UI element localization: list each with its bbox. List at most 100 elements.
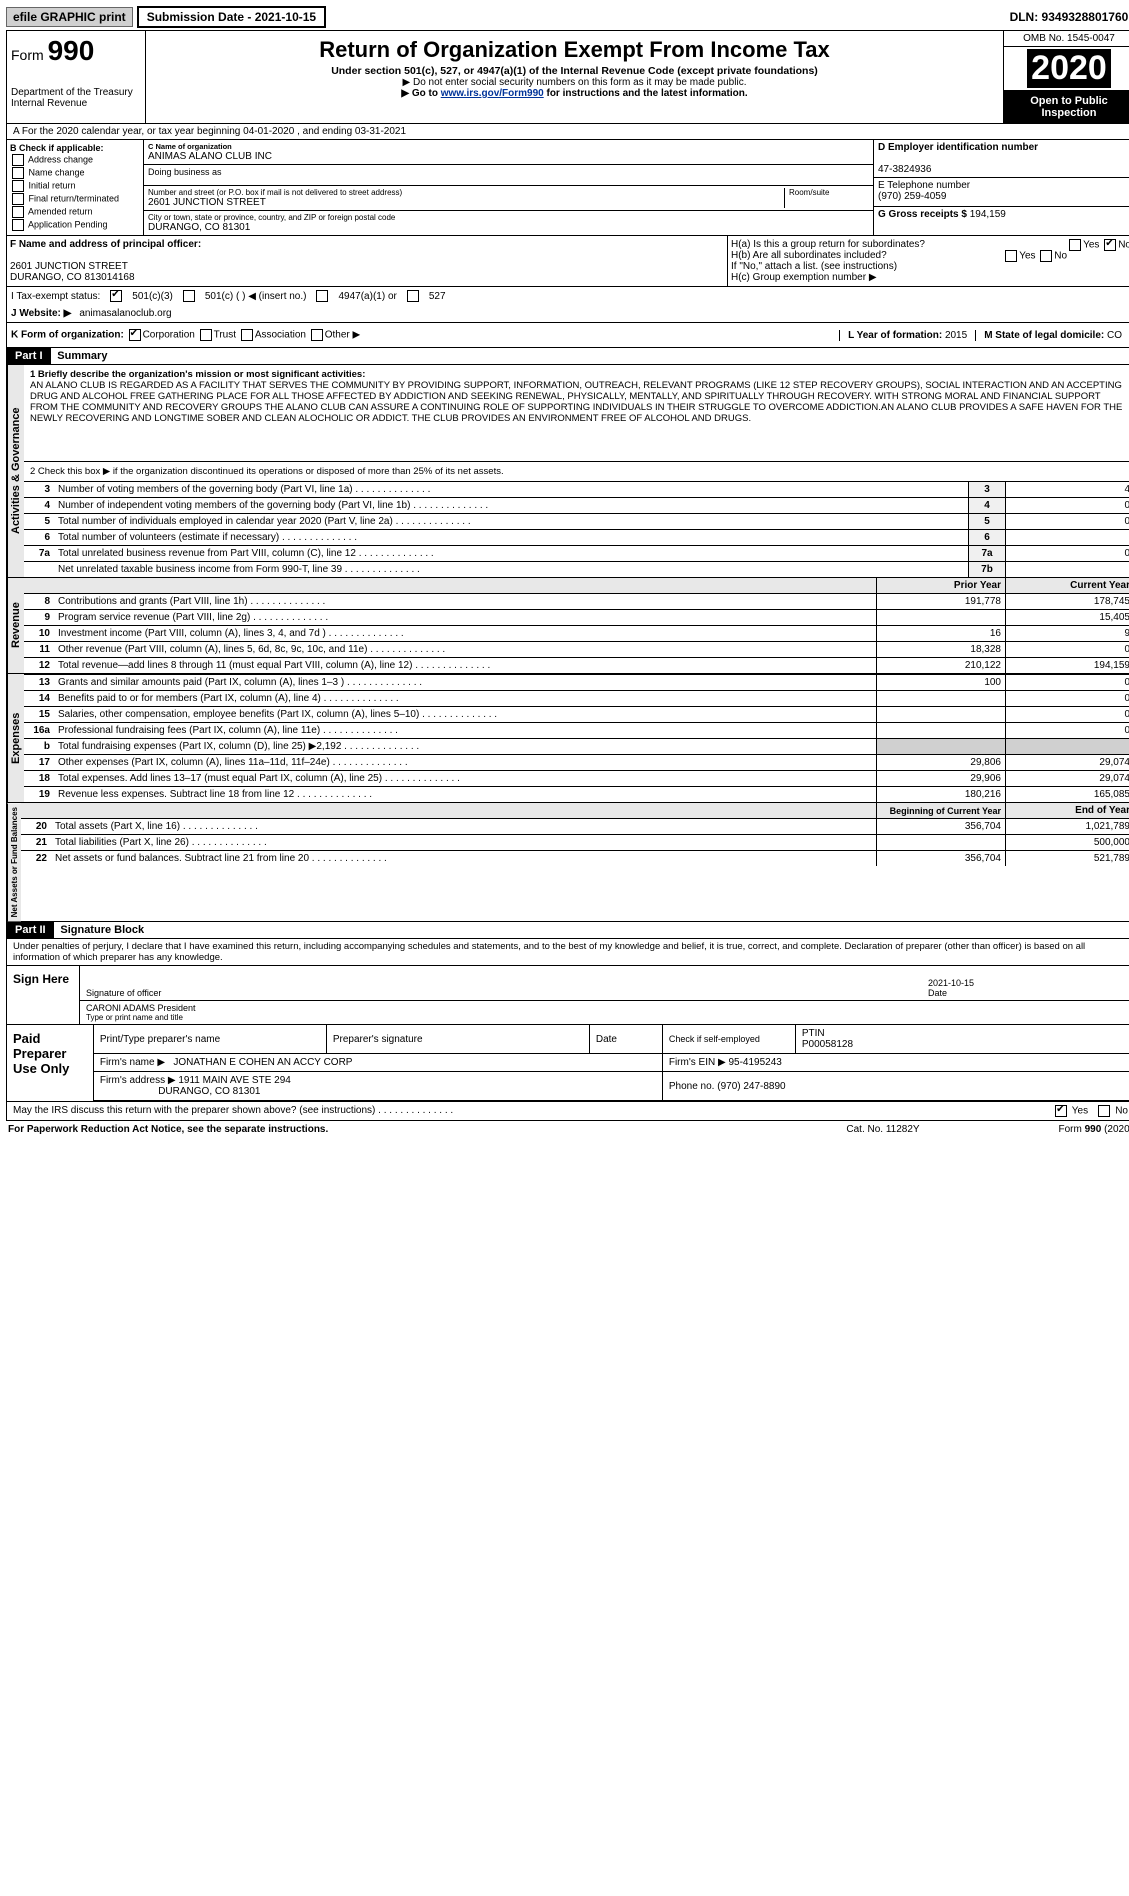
line-text: Number of independent voting members of … [54, 498, 969, 514]
discuss-yes: Yes [1072, 1106, 1088, 1117]
firm-name-label: Firm's name ▶ [100, 1057, 165, 1068]
j-label: J Website: ▶ [11, 308, 71, 319]
line-text: Total number of volunteers (estimate if … [54, 530, 969, 546]
paid-preparer: Paid Preparer Use Only [7, 1025, 94, 1101]
current-value: 9 [1006, 626, 1129, 642]
trust: Trust [214, 330, 236, 341]
line-num: 15 [24, 707, 54, 723]
firm-addr2: DURANGO, CO 81301 [158, 1086, 260, 1097]
discuss-no-checkbox[interactable] [1098, 1105, 1110, 1117]
line-text: Salaries, other compensation, employee b… [54, 707, 877, 723]
line-num: 4 [24, 498, 54, 514]
assoc-checkbox[interactable] [241, 329, 253, 341]
line-num: 14 [24, 691, 54, 707]
line-num: b [24, 739, 54, 755]
period-row: A For the 2020 calendar year, or tax yea… [6, 124, 1129, 140]
irs-label: Internal Revenue [11, 98, 141, 109]
officer-name-title: CARONI ADAMS President [86, 1003, 1128, 1013]
line-value: 0 [1006, 498, 1129, 514]
b-option[interactable]: Address change [10, 154, 140, 166]
form-subtitle: Under section 501(c), 527, or 4947(a)(1)… [150, 65, 999, 77]
omb-number: OMB No. 1545-0047 [1004, 31, 1129, 47]
501c-checkbox[interactable] [183, 290, 195, 302]
org-name: ANIMAS ALANO CLUB INC [148, 151, 869, 162]
current-value: 0 [1006, 691, 1129, 707]
do-not-ssn: ▶ Do not enter social security numbers o… [150, 77, 999, 88]
line-num: 10 [24, 626, 54, 642]
prep-date-label: Date [589, 1025, 662, 1054]
ha-no-checkbox[interactable] [1104, 239, 1116, 251]
discuss-yes-checkbox[interactable] [1055, 1105, 1067, 1117]
prior-value: 356,704 [877, 819, 1006, 835]
prep-phone-label: Phone no. [669, 1081, 715, 1092]
line-num: 11 [24, 642, 54, 658]
firm-name: JONATHAN E COHEN AN ACCY CORP [173, 1057, 352, 1068]
line-text: Total liabilities (Part X, line 26) [51, 835, 877, 851]
dept-treasury: Department of the Treasury [11, 87, 141, 98]
b-option[interactable]: Amended return [10, 206, 140, 218]
k-label: K Form of organization: [11, 330, 124, 341]
current-value: 29,074 [1006, 771, 1129, 787]
line-value [1006, 530, 1129, 546]
pt-name-label: Print/Type preparer's name [94, 1025, 327, 1054]
corp: Corporation [143, 330, 195, 341]
prep-phone: (970) 247-8890 [717, 1081, 785, 1092]
line-value: 0 [1006, 546, 1129, 562]
line-box: 7b [969, 562, 1006, 578]
line-num: 3 [24, 482, 54, 498]
assoc: Association [255, 330, 306, 341]
line-text: Total number of individuals employed in … [54, 514, 969, 530]
4947-checkbox[interactable] [316, 290, 328, 302]
corp-checkbox[interactable] [129, 329, 141, 341]
b-option[interactable]: Name change [10, 167, 140, 179]
line-value [1006, 562, 1129, 578]
form-title: Return of Organization Exempt From Incom… [150, 37, 999, 63]
line-num: 16a [24, 723, 54, 739]
efile-button[interactable]: efile GRAPHIC print [6, 7, 133, 27]
firm-ein-label: Firm's EIN ▶ [669, 1057, 726, 1068]
gross-value: 194,159 [970, 209, 1006, 220]
ha-label: H(a) Is this a group return for subordin… [731, 239, 925, 250]
l-value: 2015 [945, 330, 967, 341]
ha-yes: Yes [1083, 240, 1099, 251]
line-num: 21 [21, 835, 51, 851]
b-option[interactable]: Application Pending [10, 219, 140, 231]
pra-notice: For Paperwork Reduction Act Notice, see … [8, 1124, 328, 1135]
goto-link[interactable]: www.irs.gov/Form990 [441, 88, 544, 99]
firm-addr1: 1911 MAIN AVE STE 294 [178, 1075, 290, 1086]
website: animasalanoclub.org [79, 308, 171, 319]
sig-officer-label: Signature of officer [86, 988, 161, 998]
line-text: Number of voting members of the governin… [54, 482, 969, 498]
hb-yes-checkbox[interactable] [1005, 250, 1017, 262]
end-year-label: End of Year [1006, 803, 1129, 819]
ha-yes-checkbox[interactable] [1069, 239, 1081, 251]
line-text: Contributions and grants (Part VIII, lin… [54, 594, 877, 610]
ein-label: D Employer identification number [878, 142, 1038, 153]
b-option[interactable]: Initial return [10, 180, 140, 192]
line-text: Benefits paid to or for members (Part IX… [54, 691, 877, 707]
line-num: 5 [24, 514, 54, 530]
line-text: Other revenue (Part VIII, column (A), li… [54, 642, 877, 658]
sign-here: Sign Here [7, 966, 80, 1024]
current-value: 0 [1006, 642, 1129, 658]
tax-year: 2020 [1027, 49, 1111, 88]
prior-value [877, 610, 1006, 626]
501c: 501(c) ( ) ◀ (insert no.) [205, 291, 307, 302]
501c3-checkbox[interactable] [110, 290, 122, 302]
prior-year-label: Prior Year [877, 578, 1006, 594]
ptin-label: PTIN [802, 1028, 825, 1039]
other-checkbox[interactable] [311, 329, 323, 341]
line-box: 3 [969, 482, 1006, 498]
hb-no-checkbox[interactable] [1040, 250, 1052, 262]
part2-title: Signature Block [56, 922, 148, 938]
hb-label: H(b) Are all subordinates included? [731, 250, 887, 261]
current-year-label: Current Year [1006, 578, 1129, 594]
prior-value [877, 707, 1006, 723]
527-checkbox[interactable] [407, 290, 419, 302]
officer-line1: 2601 JUNCTION STREET [10, 261, 128, 272]
trust-checkbox[interactable] [200, 329, 212, 341]
b-option[interactable]: Final return/terminated [10, 193, 140, 205]
l-label: L Year of formation: [848, 330, 942, 341]
city: DURANGO, CO 81301 [148, 222, 869, 233]
type-name-label: Type or print name and title [86, 1013, 1128, 1022]
